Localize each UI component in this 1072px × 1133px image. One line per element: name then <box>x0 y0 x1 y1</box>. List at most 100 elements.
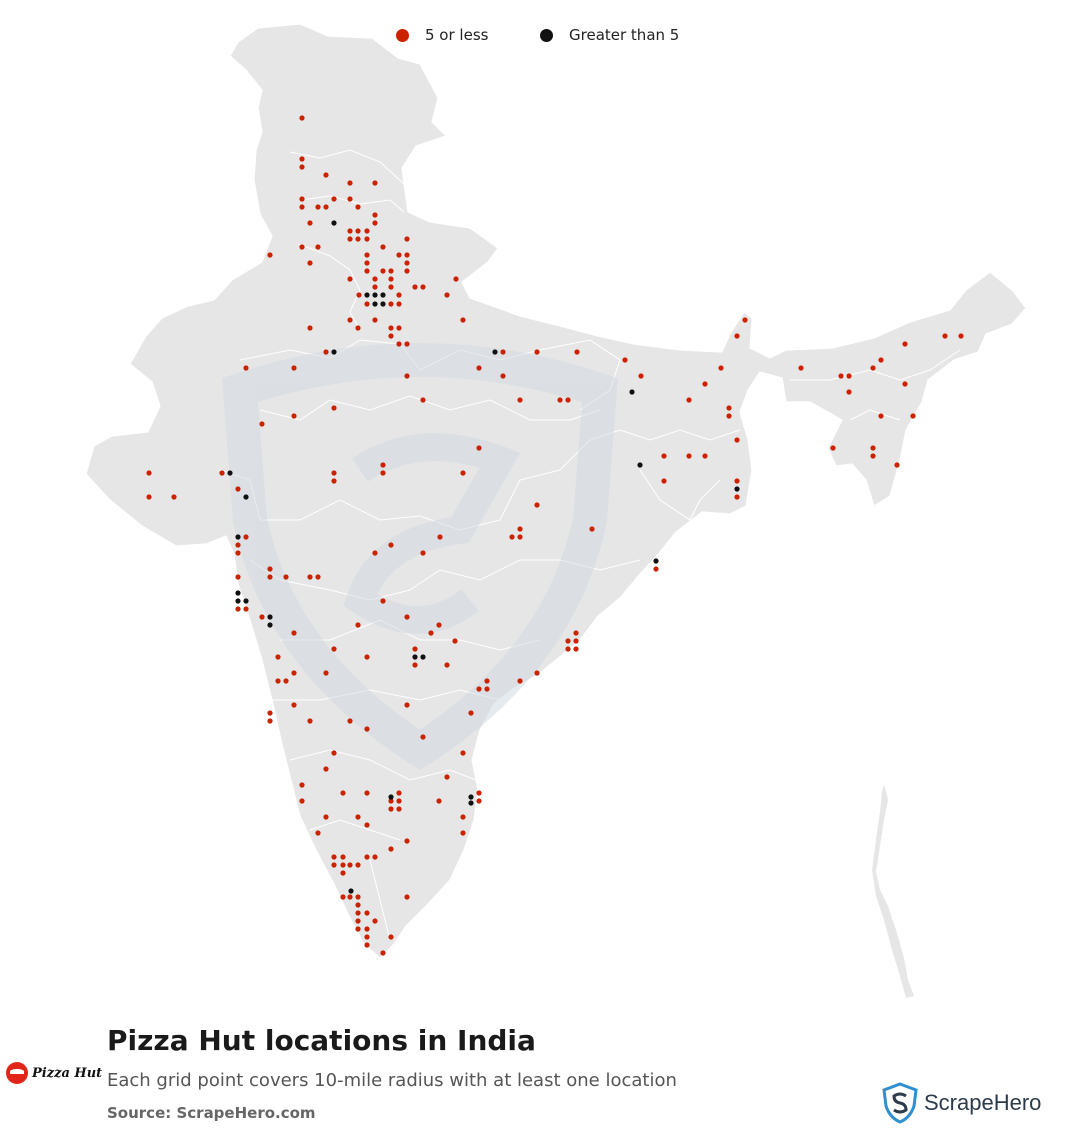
location-point-5-or-less <box>878 357 884 363</box>
location-point-5-or-less <box>315 830 321 836</box>
location-point-5-or-less <box>412 662 418 668</box>
location-point-5-or-less <box>323 204 329 210</box>
location-point-5-or-less <box>340 862 346 868</box>
location-point-5-or-less <box>437 534 443 540</box>
location-point-5-or-less <box>372 918 378 924</box>
location-point-5-or-less <box>453 276 459 282</box>
location-point-5-or-less <box>686 453 692 459</box>
location-point-5-or-less <box>742 317 748 323</box>
location-point-5-or-less <box>444 774 450 780</box>
location-point-5-or-less <box>484 678 490 684</box>
location-point-5-or-less <box>372 317 378 323</box>
location-point-5-or-less <box>364 301 370 307</box>
location-point-5-or-less <box>734 478 740 484</box>
location-point-5-or-less <box>830 445 836 451</box>
location-point-5-or-less <box>404 838 410 844</box>
location-point-5-or-less <box>331 750 337 756</box>
location-point-5-or-less <box>702 381 708 387</box>
pizza-hut-logo-icon: Pizza Hut <box>6 1062 102 1084</box>
location-point-5-or-less <box>420 734 426 740</box>
location-point-5-or-less <box>331 470 337 476</box>
black-dot-icon <box>540 28 553 42</box>
red-location-points <box>146 115 964 956</box>
location-point-5-or-less <box>557 397 563 403</box>
location-point-5-or-less <box>315 204 321 210</box>
location-point-5-or-less <box>355 325 361 331</box>
location-point-5-or-less <box>235 606 241 612</box>
location-point-5-or-less <box>347 894 353 900</box>
location-point-5-or-less <box>347 236 353 242</box>
location-point-5-or-less <box>331 646 337 652</box>
location-point-5-or-less <box>372 180 378 186</box>
location-point-5-or-less <box>267 252 273 258</box>
location-point-5-or-less <box>355 910 361 916</box>
location-point-5-or-less <box>380 598 386 604</box>
location-point-5-or-less <box>364 790 370 796</box>
location-point-5-or-less <box>460 317 466 323</box>
location-point-5-or-less <box>267 566 273 572</box>
location-point-5-or-less <box>428 630 434 636</box>
location-point-5-or-less <box>243 534 249 540</box>
location-point-greater-than-5 <box>364 292 370 298</box>
location-point-5-or-less <box>388 301 394 307</box>
location-point-5-or-less <box>307 574 313 580</box>
location-point-5-or-less <box>372 854 378 860</box>
location-point-5-or-less <box>460 750 466 756</box>
location-point-5-or-less <box>573 646 579 652</box>
location-point-5-or-less <box>307 325 313 331</box>
location-point-5-or-less <box>942 333 948 339</box>
location-point-5-or-less <box>364 236 370 242</box>
location-point-5-or-less <box>259 614 265 620</box>
location-point-5-or-less <box>734 437 740 443</box>
source-credit: Source: ScrapeHero.com <box>107 1104 316 1122</box>
location-point-5-or-less <box>364 942 370 948</box>
location-point-5-or-less <box>171 494 177 500</box>
location-point-5-or-less <box>235 542 241 548</box>
location-point-5-or-less <box>307 718 313 724</box>
state-borders <box>219 149 961 941</box>
location-point-5-or-less <box>355 622 361 628</box>
location-point-5-or-less <box>388 325 394 331</box>
location-point-5-or-less <box>364 260 370 266</box>
mainland-india <box>85 23 1027 959</box>
location-point-5-or-less <box>323 670 329 676</box>
scrapehero-watermark <box>222 343 618 771</box>
location-point-5-or-less <box>661 453 667 459</box>
location-point-5-or-less <box>299 196 305 202</box>
location-point-5-or-less <box>726 405 732 411</box>
location-point-5-or-less <box>355 918 361 924</box>
location-point-5-or-less <box>380 950 386 956</box>
location-point-greater-than-5 <box>653 558 659 564</box>
location-point-5-or-less <box>323 349 329 355</box>
location-point-5-or-less <box>364 654 370 660</box>
location-point-5-or-less <box>372 550 378 556</box>
location-point-5-or-less <box>565 638 571 644</box>
location-point-5-or-less <box>347 276 353 282</box>
location-point-5-or-less <box>315 244 321 250</box>
location-point-5-or-less <box>396 790 402 796</box>
location-point-5-or-less <box>444 662 450 668</box>
location-point-5-or-less <box>846 389 852 395</box>
location-point-5-or-less <box>291 630 297 636</box>
location-point-5-or-less <box>460 830 466 836</box>
location-point-greater-than-5 <box>492 349 498 355</box>
location-point-5-or-less <box>355 902 361 908</box>
location-point-5-or-less <box>838 373 844 379</box>
location-point-greater-than-5 <box>348 888 354 894</box>
location-point-5-or-less <box>589 526 595 532</box>
location-point-greater-than-5 <box>388 794 394 800</box>
scrapehero-logo: ScrapeHero <box>882 1082 1041 1124</box>
location-point-5-or-less <box>267 574 273 580</box>
location-point-5-or-less <box>347 862 353 868</box>
location-point-5-or-less <box>235 486 241 492</box>
location-point-5-or-less <box>355 236 361 242</box>
location-point-5-or-less <box>146 470 152 476</box>
location-point-5-or-less <box>894 462 900 468</box>
page-title: Pizza Hut locations in India <box>107 1024 536 1057</box>
location-point-5-or-less <box>404 894 410 900</box>
location-point-5-or-less <box>340 790 346 796</box>
location-point-5-or-less <box>347 180 353 186</box>
location-point-5-or-less <box>380 462 386 468</box>
location-point-5-or-less <box>388 284 394 290</box>
location-point-5-or-less <box>364 910 370 916</box>
